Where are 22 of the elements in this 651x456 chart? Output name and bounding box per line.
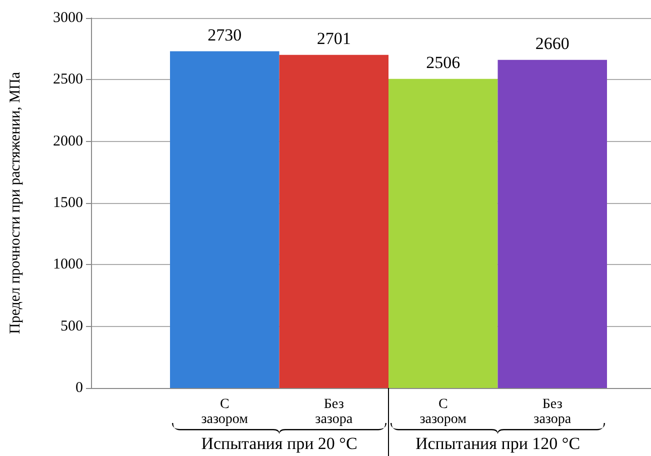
y-tick-label: 0 bbox=[76, 380, 83, 396]
bar bbox=[279, 54, 388, 388]
bar bbox=[498, 60, 607, 388]
text: Испытания при 20 °C bbox=[201, 434, 358, 454]
text: Испытания при 120 °C bbox=[415, 434, 580, 454]
x-tick-label: С зазором bbox=[201, 397, 248, 427]
bar bbox=[170, 51, 280, 388]
y-tick-label: 2000 bbox=[53, 133, 83, 150]
data-label: 2701 bbox=[316, 28, 351, 48]
bar bbox=[388, 78, 498, 388]
x-tick-label: Без зазора bbox=[534, 397, 572, 427]
x-tick-label: С зазором bbox=[420, 397, 467, 427]
y-tick-label: 1500 bbox=[53, 195, 83, 211]
data-label: 2660 bbox=[535, 34, 570, 53]
y-axis-title: Предел прочности при растяжении, МПа bbox=[8, 72, 24, 334]
y-tick-label: 3000 bbox=[53, 10, 83, 26]
y-tick-label: 1000 bbox=[53, 256, 83, 273]
data-label: 2730 bbox=[208, 25, 242, 44]
x-tick-label: Без зазора bbox=[315, 397, 354, 427]
y-tick-label: 2500 bbox=[53, 72, 83, 88]
y-tick-label: 500 bbox=[60, 318, 83, 334]
data-label: 2506 bbox=[426, 52, 460, 72]
